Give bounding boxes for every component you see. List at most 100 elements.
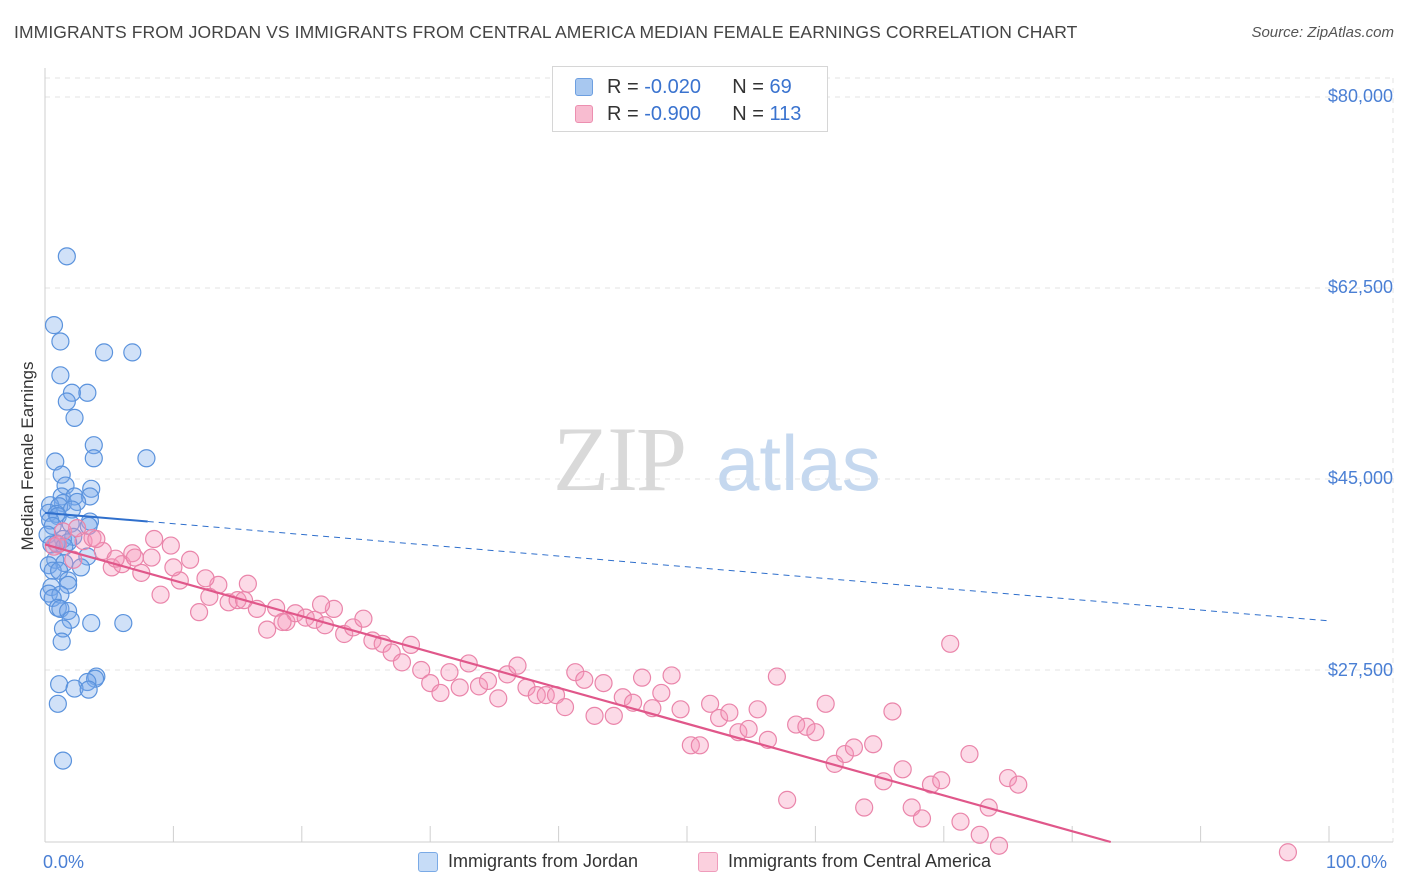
point-jordan (52, 632, 71, 651)
y-axis-label: Median Female Earnings (18, 361, 37, 551)
point-central-america (778, 790, 797, 809)
point-central-america (855, 798, 874, 817)
legend-r-label: R = (607, 75, 639, 98)
point-central-america (196, 569, 215, 588)
point-central-america (440, 663, 459, 682)
point-central-america (701, 694, 720, 713)
point-jordan (48, 694, 67, 713)
legend-swatch-jordan (575, 78, 593, 96)
trend-lines (44, 511, 1330, 844)
point-jordan (62, 383, 82, 402)
point-jordan (57, 392, 76, 411)
legend-row-central-america: R = -0.900 N = 113 (575, 102, 801, 126)
legend-swatch-central-america (575, 105, 593, 123)
legend-n-value: 69 (769, 75, 792, 98)
point-central-america (941, 634, 960, 653)
point-central-america (960, 744, 979, 764)
point-central-america (989, 836, 1009, 855)
watermark-atlas: atlas (716, 419, 881, 507)
trend-line-central-america (44, 543, 1112, 844)
point-central-america (951, 812, 970, 831)
point-jordan (82, 479, 101, 498)
point-central-america (767, 667, 786, 686)
point-central-america (102, 558, 121, 577)
point-central-america (921, 775, 941, 794)
source-label: Source: ZipAtlas.com (1251, 24, 1394, 41)
point-jordan (78, 383, 97, 402)
point-jordan (71, 558, 91, 577)
point-central-america (189, 603, 209, 622)
point-central-america (893, 760, 912, 779)
legend-r-label: R = (607, 102, 639, 125)
point-central-america (258, 620, 277, 639)
bottom-legend-label-central-america: Immigrants from Central America (728, 851, 992, 871)
y-tick-label: $45,000 (1327, 468, 1393, 488)
point-central-america (412, 660, 431, 680)
point-jordan (46, 452, 65, 471)
point-central-america (594, 673, 613, 693)
point-central-america (145, 529, 164, 549)
point-jordan (84, 436, 103, 455)
bottom-legend-central-america[interactable]: Immigrants from Central America (698, 851, 991, 872)
point-central-america (555, 698, 575, 717)
point-central-america (238, 574, 257, 593)
point-jordan (114, 613, 133, 633)
point-central-america (489, 689, 508, 708)
point-central-america (912, 809, 932, 828)
point-jordan (84, 449, 103, 468)
point-central-america (536, 686, 555, 705)
legend-n-value: 113 (769, 102, 802, 125)
point-central-america (575, 670, 594, 689)
y-tick-label: $27,500 (1327, 660, 1393, 680)
point-central-america (720, 703, 739, 722)
point-central-america (354, 609, 373, 628)
point-central-america (164, 558, 183, 577)
point-jordan (82, 613, 101, 633)
point-central-america (142, 548, 161, 567)
point-central-america (709, 708, 729, 728)
point-central-america (508, 656, 527, 675)
point-jordan (65, 679, 84, 698)
point-central-america (67, 519, 87, 538)
point-jordan (59, 575, 78, 594)
point-jordan (52, 465, 71, 484)
point-central-america (932, 771, 951, 790)
point-central-america (478, 671, 498, 691)
point-central-america (671, 700, 690, 719)
point-central-america (806, 723, 825, 742)
point-central-america (585, 706, 604, 725)
bottom-legend-jordan[interactable]: Immigrants from Jordan (418, 851, 638, 872)
point-jordan (79, 680, 98, 699)
point-central-america (469, 677, 489, 696)
point-central-america (392, 653, 412, 672)
legend-n-label: N = (732, 102, 764, 125)
point-central-america (180, 550, 200, 569)
watermark-zip: ZIP (553, 408, 685, 510)
point-jordan (44, 316, 64, 335)
point-jordan (51, 332, 70, 351)
point-jordan (65, 408, 84, 427)
point-central-america (87, 529, 106, 549)
data-points (38, 247, 1298, 862)
legend-row-jordan: R = -0.020 N = 69 (575, 75, 792, 99)
point-jordan (53, 619, 73, 638)
point-jordan (53, 751, 73, 770)
x-tick-label-min: 0.0% (43, 852, 85, 872)
point-jordan (51, 366, 70, 385)
y-tick-label: $80,000 (1327, 86, 1393, 106)
point-central-america (1009, 775, 1028, 794)
point-central-america (690, 736, 709, 755)
point-central-america (161, 536, 180, 555)
point-central-america (604, 706, 623, 725)
x-tick-label-max: 100.0% (1326, 852, 1388, 872)
point-central-america (632, 668, 652, 687)
point-central-america (883, 702, 902, 721)
legend-r-value: -0.900 (644, 102, 701, 125)
y-tick-label: $62,500 (1327, 277, 1393, 297)
point-central-america (151, 585, 170, 604)
bottom-legend-label-jordan: Immigrants from Jordan (448, 851, 639, 871)
watermark: ZIP atlas (553, 408, 881, 510)
point-central-america (311, 595, 331, 614)
point-central-america (652, 683, 671, 703)
